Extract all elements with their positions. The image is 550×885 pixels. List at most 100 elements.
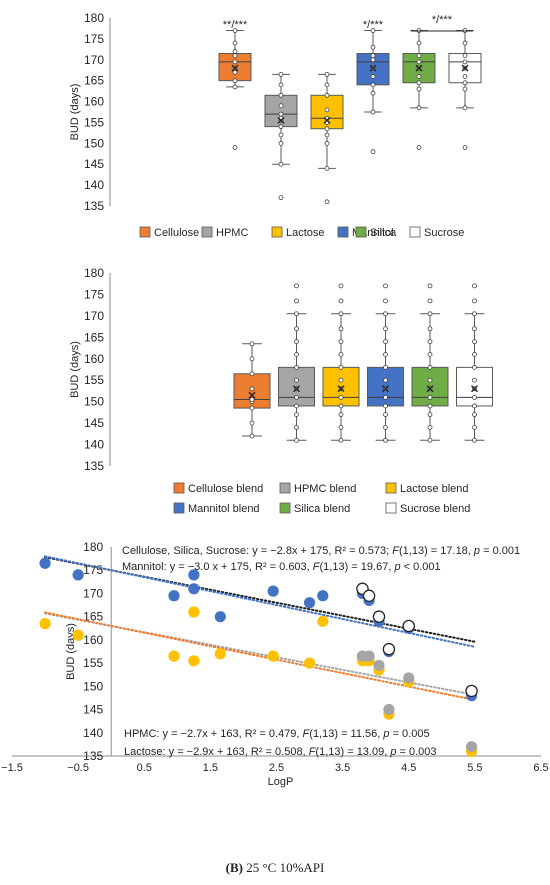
mid-data-point <box>249 371 255 377</box>
caption-panel: (B) <box>225 860 243 875</box>
trendline <box>44 611 476 702</box>
regression-annotation-part: F <box>309 746 317 758</box>
mid-outlier-point <box>383 283 388 289</box>
mid-data-point <box>294 364 299 370</box>
figure-caption: (B) 25 °C 10%API <box>0 860 550 876</box>
mid-data-point <box>294 311 299 317</box>
scatter-x-tick-label: 2.5 <box>269 762 284 774</box>
top-y-tick-label: 170 <box>84 53 104 67</box>
scatter-point <box>214 648 226 660</box>
top-outlier-point <box>370 149 376 155</box>
scatter-x-tick-label: 6.5 <box>533 762 548 774</box>
mid-data-point <box>249 386 255 392</box>
top-y-tick-label: 160 <box>84 95 104 109</box>
top-data-point <box>232 40 238 46</box>
top-legend-swatch <box>271 226 283 238</box>
mid-y-tick-label: 150 <box>84 395 104 409</box>
regression-annotation-part: F <box>303 728 311 740</box>
regression-annotation-part: = 0.005 <box>390 728 430 740</box>
scatter-point <box>373 659 385 672</box>
scatter-y-tick-label: 165 <box>83 610 103 624</box>
top-data-point <box>416 86 422 92</box>
regression-annotation-part: = 0.003 <box>396 746 436 758</box>
top-data-point <box>324 132 330 138</box>
scatter-point <box>72 629 84 641</box>
top-outlier-point <box>232 145 238 150</box>
scatter-point <box>317 590 329 602</box>
mid-outlier-point <box>427 283 433 289</box>
top-data-point <box>324 140 330 146</box>
top-data-point <box>278 124 284 130</box>
regression-annotation-part: p <box>393 561 400 573</box>
top-data-point <box>370 82 376 88</box>
mid-mean-marker <box>293 385 300 393</box>
mid-data-point <box>472 311 477 317</box>
mid-data-point <box>249 397 255 402</box>
regression-annotation-part: p <box>382 728 389 740</box>
top-legend-swatch <box>139 226 151 238</box>
scatter-point <box>383 703 395 716</box>
mid-legend-label: Sucrose blend <box>400 503 470 515</box>
mid-mean-marker <box>248 391 256 399</box>
mid-data-point <box>338 352 344 357</box>
top-data-point <box>278 140 284 146</box>
top-legend-swatch <box>409 226 421 238</box>
mid-data-point <box>427 403 433 409</box>
top-data-point <box>232 53 238 58</box>
mid-data-point <box>427 437 433 443</box>
mid-legend-label: Silica blend <box>294 503 350 515</box>
scatter-x-axis-label: LogP <box>268 776 294 788</box>
mid-mean-marker <box>382 385 389 393</box>
mid-y-tick-label: 140 <box>84 438 104 452</box>
top-y-tick-label: 175 <box>84 32 104 46</box>
mid-legend-swatch <box>385 502 397 514</box>
top-y-tick-label: 165 <box>84 74 104 88</box>
scatter-y-tick-label: 135 <box>83 749 103 763</box>
mid-y-tick-label: 145 <box>84 416 104 430</box>
mid-outlier-point <box>294 298 299 304</box>
mid-outlier-point <box>294 283 299 289</box>
regression-annotation-part: HPMC: y = −2.7x + 163, R² = 0.479, <box>124 728 303 740</box>
top-legend-swatch <box>201 226 213 238</box>
top-data-point <box>324 92 330 98</box>
top-data-point <box>416 53 422 58</box>
mid-y-axis-label: BUD (days) <box>69 341 81 398</box>
mid-legend-label: Cellulose blend <box>188 483 263 495</box>
top-data-point <box>278 72 284 77</box>
scatter-point <box>72 569 84 581</box>
regression-annotation-part: (1,13) = 17.18, <box>399 545 474 557</box>
mid-outlier-point <box>472 298 477 304</box>
scatter-x-tick-label: 5.5 <box>467 762 482 774</box>
mid-data-point <box>427 339 433 345</box>
top-data-point <box>278 92 284 98</box>
top-data-point <box>462 86 468 92</box>
top-data-point <box>462 53 468 58</box>
top-mean-marker <box>369 64 377 72</box>
mid-mean-marker <box>471 385 478 393</box>
mid-data-point <box>249 356 255 362</box>
mid-data-point <box>472 412 477 417</box>
mid-data-point <box>383 311 388 317</box>
regression-annotation-part: = 0.001 <box>480 545 520 557</box>
regression-annotation-part: Cellulose, Silica, Sucrose: y = −2.8x + … <box>122 545 392 557</box>
mid-data-point <box>427 424 433 430</box>
top-data-point <box>278 111 284 117</box>
mid-legend-swatch <box>279 482 291 494</box>
scatter-point <box>168 650 180 662</box>
top-legend-label: Silica <box>370 227 397 239</box>
mid-legend-label: Lactose blend <box>400 483 469 495</box>
mid-data-point <box>338 403 344 409</box>
mid-data-point <box>383 403 388 409</box>
scatter-y-tick-label: 155 <box>83 656 103 670</box>
mid-legend-label: HPMC blend <box>294 483 356 495</box>
scatter-y-tick-label: 150 <box>83 679 103 693</box>
top-data-point <box>232 28 238 33</box>
mid-data-point <box>294 437 299 443</box>
scatter-x-tick-label: 4.5 <box>401 762 416 774</box>
top-y-tick-label: 140 <box>84 178 104 192</box>
top-data-point <box>370 90 376 96</box>
top-data-point <box>278 132 284 138</box>
top-data-point <box>462 105 468 111</box>
regression-annotation-part: Mannitol: y = −3.0 x + 175, R² = 0.603, <box>122 561 313 573</box>
